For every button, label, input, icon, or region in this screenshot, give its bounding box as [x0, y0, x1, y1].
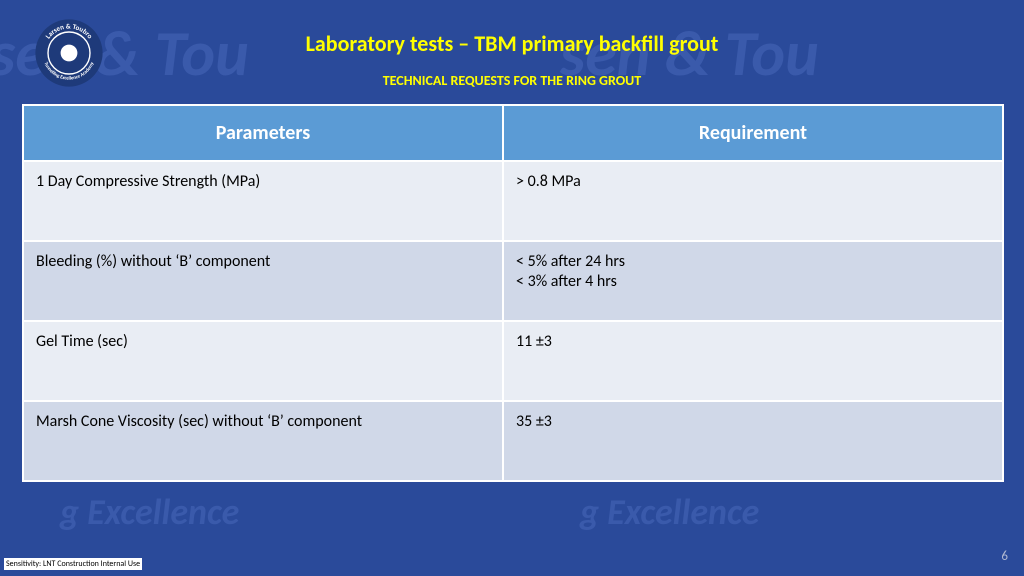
- table-row: 1 Day Compressive Strength (MPa)> 0.8 MP…: [23, 161, 1003, 241]
- requirement-cell: 35 ±3: [503, 401, 1003, 481]
- slide-title: Laboratory tests – TBM primary backfill …: [0, 30, 1024, 57]
- requirement-cell: > 0.8 MPa: [503, 161, 1003, 241]
- table-header-row: Parameters Requirement: [23, 105, 1003, 161]
- param-cell: 1 Day Compressive Strength (MPa): [23, 161, 503, 241]
- col-header-parameters: Parameters: [23, 105, 503, 161]
- requirement-cell: < 5% after 24 hrs< 3% after 4 hrs: [503, 241, 1003, 321]
- table-row: Gel Time (sec)11 ±3: [23, 321, 1003, 401]
- requirement-cell: 11 ±3: [503, 321, 1003, 401]
- slide: sen & Tou sen & Tou g Excellence g Excel…: [0, 0, 1024, 576]
- table-row: Bleeding (%) without ‘B’ component< 5% a…: [23, 241, 1003, 321]
- requirements-table: Parameters Requirement 1 Day Compressive…: [22, 104, 1004, 482]
- watermark-small-left: g Excellence: [60, 490, 239, 534]
- param-cell: Marsh Cone Viscosity (sec) without ‘B’ c…: [23, 401, 503, 481]
- table-row: Marsh Cone Viscosity (sec) without ‘B’ c…: [23, 401, 1003, 481]
- param-cell: Gel Time (sec): [23, 321, 503, 401]
- slide-subtitle: TECHNICAL REQUESTS FOR THE RING GROUT: [0, 72, 1024, 89]
- sensitivity-label: Sensitivity: LNT Construction Internal U…: [4, 558, 142, 570]
- col-header-requirement: Requirement: [503, 105, 1003, 161]
- watermark-small-right: g Excellence: [580, 490, 759, 534]
- page-number: 6: [1001, 549, 1008, 564]
- param-cell: Bleeding (%) without ‘B’ component: [23, 241, 503, 321]
